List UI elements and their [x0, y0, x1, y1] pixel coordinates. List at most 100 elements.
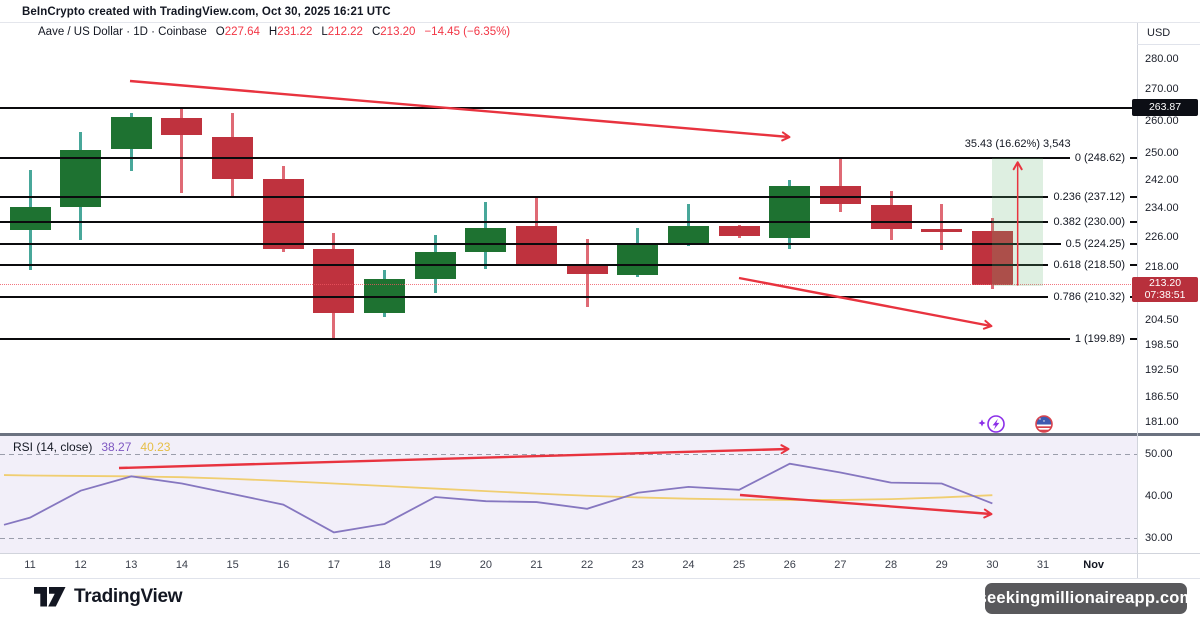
time-axis-day-label[interactable]: 26	[783, 559, 796, 571]
fib-level-row: 0.5 (224.25)	[0, 237, 1137, 251]
candle-body	[9, 207, 51, 230]
watermark-badge: seekingmillionaireapp.com	[978, 583, 1194, 614]
candle-body	[566, 265, 608, 274]
fib-axis-tick	[1130, 196, 1137, 199]
time-axis-day-label[interactable]: 12	[74, 559, 87, 571]
price-tick-label[interactable]: 260.00	[1145, 114, 1179, 127]
time-axis-day-label[interactable]: 25	[732, 559, 746, 571]
candle-body	[971, 231, 1013, 286]
fib-line	[0, 242, 1061, 245]
ohlc-low: L212.22	[321, 26, 363, 38]
candle-body	[870, 204, 912, 229]
fib-line	[0, 196, 1049, 199]
fib-level-row: 0 (248.62)	[0, 151, 1137, 165]
brand-name[interactable]: TradingView	[74, 586, 183, 607]
time-axis-day-label[interactable]: 27	[834, 559, 847, 571]
rsi-guide-line	[0, 538, 1137, 540]
candle-wick	[686, 203, 690, 246]
price-tick-label[interactable]: 186.50	[1145, 390, 1179, 403]
time-axis-day-label[interactable]: 20	[479, 559, 492, 571]
fib-label: 0 (248.62)	[1069, 151, 1130, 164]
candle-body	[667, 226, 709, 244]
fib-label: 0.5 (224.25)	[1060, 237, 1130, 250]
candle-body	[465, 227, 507, 252]
time-axis-day-label[interactable]: 23	[631, 559, 644, 571]
fib-line	[0, 264, 1049, 267]
fib-line	[0, 295, 1049, 298]
rsi-title: RSI (14, close)	[13, 440, 93, 454]
rsi-tick-label[interactable]: 50.00	[1145, 448, 1173, 460]
price-tick-label[interactable]: 192.50	[1145, 364, 1179, 377]
fib-label: 0.618 (218.50)	[1048, 259, 1130, 272]
fib-level-row: 0.236 (237.12)	[0, 190, 1137, 204]
high-level-line	[0, 107, 1137, 110]
spark-lightning-icon[interactable]	[976, 413, 1008, 437]
fib-label: 0.236 (237.12)	[1048, 191, 1130, 204]
candle-body	[921, 228, 963, 232]
time-axis-top-border	[0, 553, 1200, 554]
measure-box	[992, 157, 1043, 286]
footer-branding: TradingView	[34, 586, 183, 608]
time-axis-day-label[interactable]: 11	[24, 559, 36, 571]
price-tick-label[interactable]: 280.00	[1145, 53, 1179, 65]
candle-countdown: 07:38:51	[1144, 288, 1186, 301]
ohlc-high: H231.22	[268, 26, 313, 38]
us-flag-icon[interactable]	[1033, 413, 1057, 437]
time-axis-day-label[interactable]: 21	[530, 559, 543, 571]
time-axis-day-label[interactable]: 24	[682, 559, 695, 571]
ohlc-open: O227.64	[215, 26, 260, 38]
measure-tool-label: 35.43 (16.62%) 3,543	[964, 137, 1071, 150]
currency-label: USD	[1147, 27, 1171, 39]
last-price-value: 213.20	[1148, 277, 1182, 290]
candle-body	[110, 117, 152, 149]
fib-axis-tick	[1130, 221, 1137, 224]
price-tick-label[interactable]: 218.00	[1145, 260, 1179, 273]
time-axis-day-label[interactable]: 15	[226, 559, 239, 571]
time-axis-day-label[interactable]: 13	[125, 559, 138, 571]
fib-line	[0, 338, 1070, 341]
price-tick-label[interactable]: 250.00	[1145, 147, 1179, 160]
rsi-guide-line	[0, 454, 1137, 455]
fib-level-row: 0.382 (230.00)	[0, 215, 1137, 229]
price-tick-label[interactable]: 242.00	[1145, 174, 1179, 187]
chart-bottom-border	[0, 578, 1200, 579]
time-axis-month-label[interactable]: Nov	[1083, 559, 1105, 571]
time-axis-day-label[interactable]: 28	[884, 559, 898, 571]
time-axis-day-label[interactable]: 22	[581, 559, 594, 571]
last-price-badge: 213.20 07:38:51	[1132, 277, 1198, 303]
time-axis-day-label[interactable]: 29	[935, 559, 948, 571]
price-tick-label[interactable]: 226.00	[1145, 231, 1179, 244]
candle-body	[313, 248, 355, 313]
candle-body	[718, 226, 760, 236]
rsi-ma-value: 40.23	[140, 440, 171, 454]
time-axis-day-label[interactable]: 30	[986, 559, 999, 571]
pane-separator[interactable]	[0, 433, 1200, 436]
price-tick-label[interactable]: 234.00	[1145, 202, 1179, 215]
rsi-tick-label[interactable]: 40.00	[1145, 490, 1173, 503]
fib-label: 1 (199.89)	[1069, 333, 1130, 346]
price-tick-label[interactable]: 204.50	[1145, 314, 1179, 327]
price-tick-label[interactable]: 181.00	[1145, 415, 1179, 428]
symbol-legend[interactable]: Aave / US Dollar · 1D · Coinbase O227.64…	[38, 26, 510, 38]
tradingview-logo-icon[interactable]	[34, 587, 66, 607]
axis-header-border	[1137, 44, 1200, 45]
time-axis-day-label[interactable]: 19	[429, 559, 442, 571]
last-price-line	[0, 284, 1137, 286]
fib-level-row: 0.618 (218.50)	[0, 258, 1137, 272]
fib-line	[0, 221, 1049, 224]
time-axis-day-label[interactable]: 14	[175, 559, 189, 571]
time-axis-day-label[interactable]: 16	[277, 559, 290, 571]
time-axis-day-label[interactable]: 17	[327, 559, 341, 571]
fib-axis-tick	[1130, 264, 1137, 267]
time-axis-day-label[interactable]: 31	[1036, 559, 1050, 571]
rsi-legend[interactable]: RSI (14, close) 38.27 40.23	[13, 440, 170, 454]
fib-axis-tick	[1130, 156, 1137, 159]
time-axis-day-label[interactable]: 18	[378, 559, 391, 571]
price-tick-label[interactable]: 270.00	[1145, 83, 1179, 96]
price-tick-label[interactable]: 198.50	[1145, 338, 1179, 351]
rsi-tick-label[interactable]: 30.00	[1145, 532, 1173, 545]
candle-body	[161, 118, 203, 136]
candle-body	[617, 243, 659, 275]
